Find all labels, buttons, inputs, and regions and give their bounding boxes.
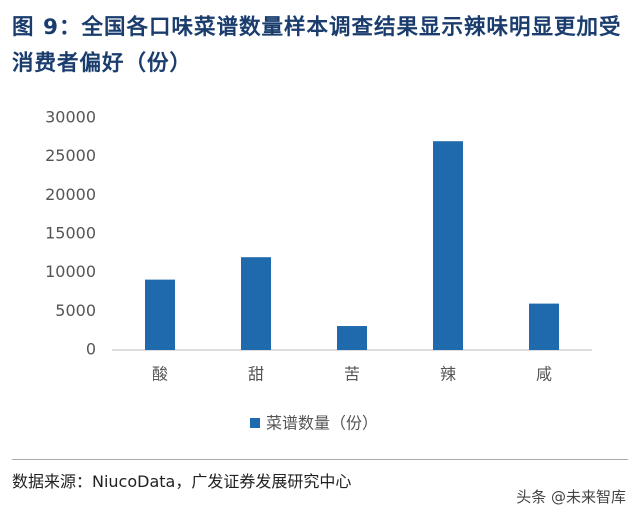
divider bbox=[12, 459, 628, 460]
chart-title: 图 9：全国各口味菜谱数量样本调查结果显示辣味明显更加受消费者偏好（份） bbox=[12, 15, 622, 76]
y-tick-label: 25000 bbox=[45, 146, 96, 165]
x-tick-label: 苦 bbox=[344, 365, 360, 384]
y-tick-label: 20000 bbox=[45, 185, 96, 204]
y-tick-label: 30000 bbox=[45, 108, 96, 127]
y-tick-label: 10000 bbox=[45, 262, 96, 281]
legend-label: 菜谱数量（份） bbox=[266, 414, 378, 433]
watermark: 头条 @未来智库 bbox=[516, 488, 626, 506]
y-tick-label: 15000 bbox=[45, 224, 96, 243]
x-tick-label: 辣 bbox=[440, 365, 456, 384]
bar bbox=[433, 141, 463, 350]
x-tick-label: 甜 bbox=[248, 365, 264, 384]
bar bbox=[145, 279, 175, 350]
y-tick-label: 5000 bbox=[55, 301, 96, 320]
legend-swatch bbox=[250, 418, 260, 428]
x-tick-label: 酸 bbox=[152, 365, 168, 384]
bar bbox=[529, 303, 559, 350]
bar bbox=[241, 257, 271, 350]
source: 数据来源：NiucoData，广发证券发展研究中心 bbox=[12, 472, 352, 491]
x-tick-label: 咸 bbox=[536, 365, 552, 384]
bar bbox=[337, 326, 367, 350]
y-tick-label: 0 bbox=[86, 340, 96, 359]
